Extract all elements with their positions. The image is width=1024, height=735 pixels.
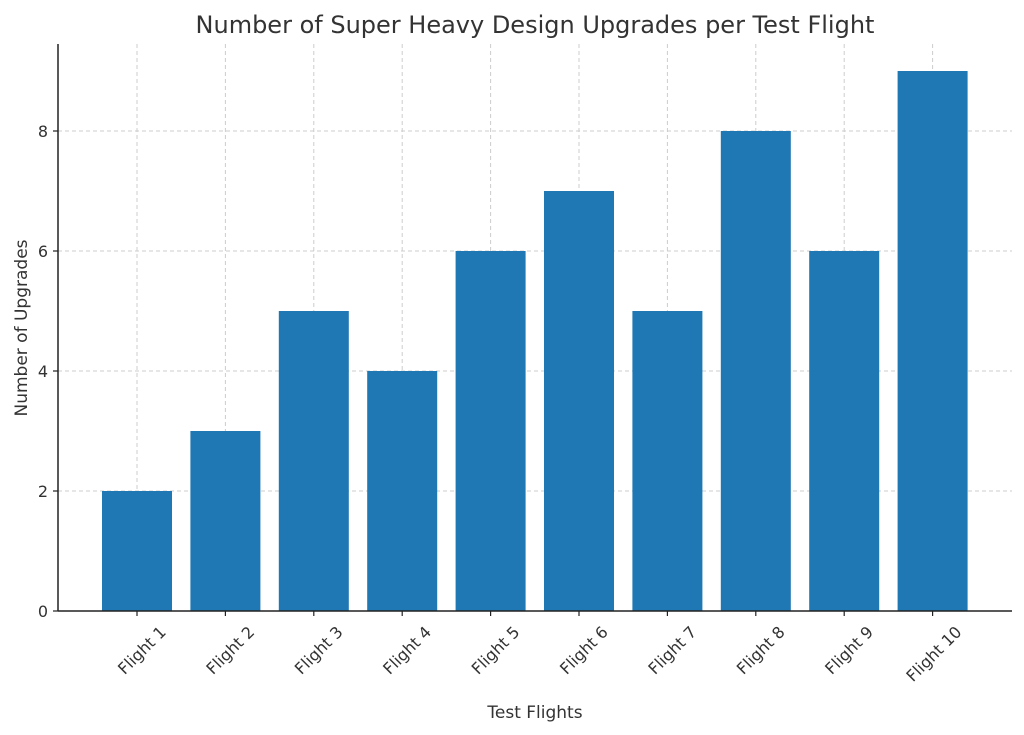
y-tick-label: 4 (38, 362, 48, 381)
y-tick-label: 8 (38, 122, 48, 141)
x-tick-label: Flight 4 (379, 622, 435, 678)
y-axis-label: Number of Upgrades (12, 239, 32, 416)
x-tick-label: Flight 2 (202, 622, 258, 678)
bar (367, 371, 438, 611)
bar (278, 311, 349, 611)
bars (102, 71, 968, 611)
y-tick-label: 2 (38, 482, 48, 501)
x-tick-label: Flight 3 (291, 622, 347, 678)
bar (809, 251, 880, 611)
bar (190, 431, 261, 611)
bar (720, 131, 791, 611)
x-tick-label: Flight 1 (114, 622, 170, 678)
bar (102, 491, 172, 611)
bar (632, 311, 703, 611)
axes (57, 44, 1012, 612)
bar (897, 71, 968, 611)
bar (455, 251, 526, 611)
y-tick-label: 6 (38, 242, 48, 261)
bar (544, 191, 614, 611)
x-tick-label: Flight 7 (644, 622, 700, 678)
x-tick-label: Flight 6 (556, 622, 612, 678)
x-tick-label: Flight 5 (468, 622, 524, 678)
x-tick-label: Flight 9 (821, 622, 877, 678)
x-tick-label: Flight 8 (733, 622, 789, 678)
x-ticks: Flight 1 Flight 2 Flight 3 Flight 4 Flight 5… (114, 611, 965, 685)
x-axis-label: Test Flights (486, 703, 582, 723)
x-tick-label: Flight 10 (902, 622, 965, 685)
y-tick-label: 0 (38, 602, 48, 621)
chart-title: Number of Super Heavy Design Upgrades pe… (196, 11, 875, 39)
y-ticks: 0 2 4 6 8 (38, 122, 58, 621)
